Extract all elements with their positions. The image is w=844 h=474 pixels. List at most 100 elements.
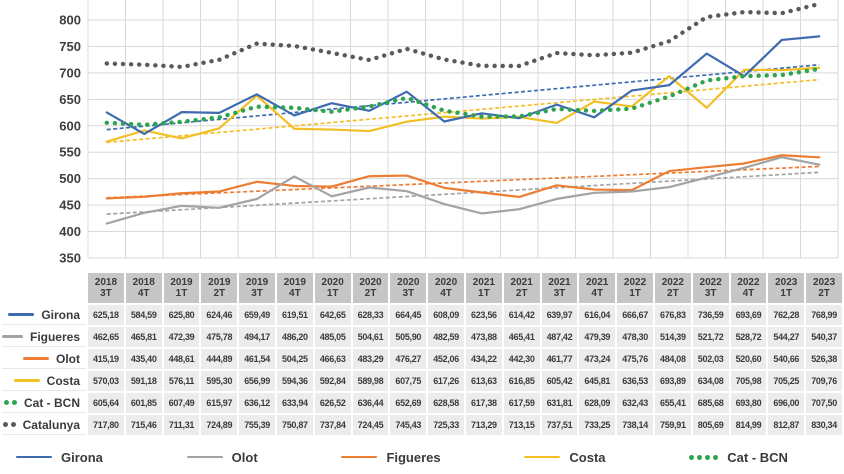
price-chart: 350 400 450 500 550 600 650 700 750 800: [59, 0, 839, 266]
dot-icon: [713, 454, 719, 460]
table-cell: 736,59: [692, 305, 729, 325]
row-label: Figueres: [2, 330, 80, 344]
column-header-quarter: 3T: [251, 288, 263, 299]
legend-dots-marker-icon: [2, 422, 16, 427]
table-cell: 415,19: [88, 349, 124, 369]
row-label: Olot: [2, 352, 80, 366]
column-header-quarter: 2T: [213, 288, 226, 299]
column-header: 2019 2T: [201, 273, 238, 303]
column-header-quarter: 4T: [742, 288, 755, 299]
table-cell: 705,25: [768, 371, 805, 391]
table-cell: 472,39: [163, 327, 200, 347]
table-cell: 693,80: [730, 393, 767, 413]
dot-icon: [2, 422, 8, 427]
table-cell: 624,46: [201, 305, 238, 325]
column-header-quarter: 4T: [289, 288, 301, 299]
table-cell: 626,52: [314, 393, 351, 413]
table-cell: 666,67: [617, 305, 653, 325]
table-cell: 616,85: [503, 371, 540, 391]
series-catalunya-dots: [104, 1, 822, 70]
table-cell: 628,58: [428, 393, 464, 413]
legend-line-marker-icon: [186, 456, 223, 458]
column-header-quarter: 3T: [402, 288, 415, 299]
table-cell: 664,45: [390, 305, 427, 325]
column-header: 2022 4T: [730, 273, 767, 303]
column-header-quarter: 2T: [818, 288, 830, 299]
table-cell: 614,42: [503, 305, 540, 325]
legend-line-marker-icon: [524, 456, 561, 458]
table-cell: 589,98: [352, 371, 389, 391]
table-cell: 737,51: [541, 415, 578, 435]
table-cell: 521,72: [692, 327, 729, 347]
table-cell: 617,59: [503, 393, 540, 413]
table-cell: 528,72: [730, 327, 767, 347]
legend-item-label: Costa: [569, 449, 606, 465]
table-cell: 601,85: [125, 393, 162, 413]
trendline-girona: [106, 63, 820, 131]
table-cell: 623,56: [465, 305, 502, 325]
table-cell: 693,89: [654, 371, 691, 391]
table-cell: 711,31: [163, 415, 200, 435]
column-header-quarter: 2T: [515, 288, 528, 299]
table-cell: 448,61: [163, 349, 200, 369]
column-header: 2021 4T: [579, 273, 616, 303]
legend-item-label: Girona: [61, 449, 103, 465]
table-cell: 656,99: [239, 371, 275, 391]
table-cell: 473,24: [579, 349, 616, 369]
table-row: Catalunya 717,80 715,46 711,31 724,89 755,39 7…: [2, 415, 842, 435]
legend-line-marker-icon: [341, 456, 378, 458]
row-label: Girona: [2, 308, 80, 322]
series-cat-bcn-dots: [104, 66, 822, 127]
column-header-year: 2020: [434, 276, 458, 288]
legend-line-marker-icon: [13, 379, 40, 382]
table-cell: 461,54: [239, 349, 275, 369]
legend-dots-marker-icon: [689, 454, 719, 460]
row-label-cell: Cat - BCN: [2, 393, 86, 413]
table-cell: 462,65: [88, 327, 124, 347]
table-cell: 738,14: [617, 415, 653, 435]
table-cell: 486,20: [276, 327, 313, 347]
table-cell: 693,69: [730, 305, 767, 325]
legend-item-girona: Girona: [16, 450, 103, 465]
table-cell: 724,45: [352, 415, 389, 435]
column-header-quarter: 3T: [100, 288, 112, 299]
table-cell: 494,17: [239, 327, 275, 347]
table-cell: 613,63: [465, 371, 502, 391]
y-axis-tick-label: 500: [59, 171, 81, 186]
table-cell: 605,42: [541, 371, 578, 391]
table-cell: 592,84: [314, 371, 351, 391]
table-cell: 540,66: [768, 349, 805, 369]
table-cell: 465,41: [503, 327, 540, 347]
table-cell: 570,03: [88, 371, 124, 391]
series-figueres-line: [105, 154, 821, 200]
table-cell: 713,15: [503, 415, 540, 435]
table-cell: 628,33: [352, 305, 389, 325]
table-cell: 619,51: [276, 305, 313, 325]
table-cell: 479,39: [579, 327, 616, 347]
column-header-quarter: 1T: [175, 288, 188, 299]
table-cell: 725,33: [428, 415, 464, 435]
table-cell: 594,36: [276, 371, 313, 391]
row-label-text: Figueres: [29, 329, 80, 344]
table-cell: 632,43: [617, 393, 653, 413]
column-header-quarter: 4T: [591, 288, 604, 299]
table-cell: 634,08: [692, 371, 729, 391]
table-cell: 745,43: [390, 415, 427, 435]
table-cell: 625,80: [163, 305, 200, 325]
column-header-quarter: 1T: [629, 288, 641, 299]
table-cell: 633,94: [276, 393, 313, 413]
legend-line-marker-icon: [8, 313, 35, 316]
table-cell: 628,09: [579, 393, 616, 413]
y-axis-tick-label: 350: [59, 251, 81, 266]
column-header-year: 2020: [321, 276, 344, 288]
dot-icon: [697, 454, 703, 460]
column-header-quarter: 3T: [553, 288, 566, 299]
table-cell: 584,59: [125, 305, 162, 325]
column-header: 2019 3T: [239, 273, 275, 303]
table-cell: 645,81: [579, 371, 616, 391]
table-cell: 755,39: [239, 415, 275, 435]
column-header: 2023 1T: [768, 273, 805, 303]
column-header: 2018 4T: [125, 273, 162, 303]
table-cell: 487,42: [541, 327, 578, 347]
table-cell: 607,49: [163, 393, 200, 413]
